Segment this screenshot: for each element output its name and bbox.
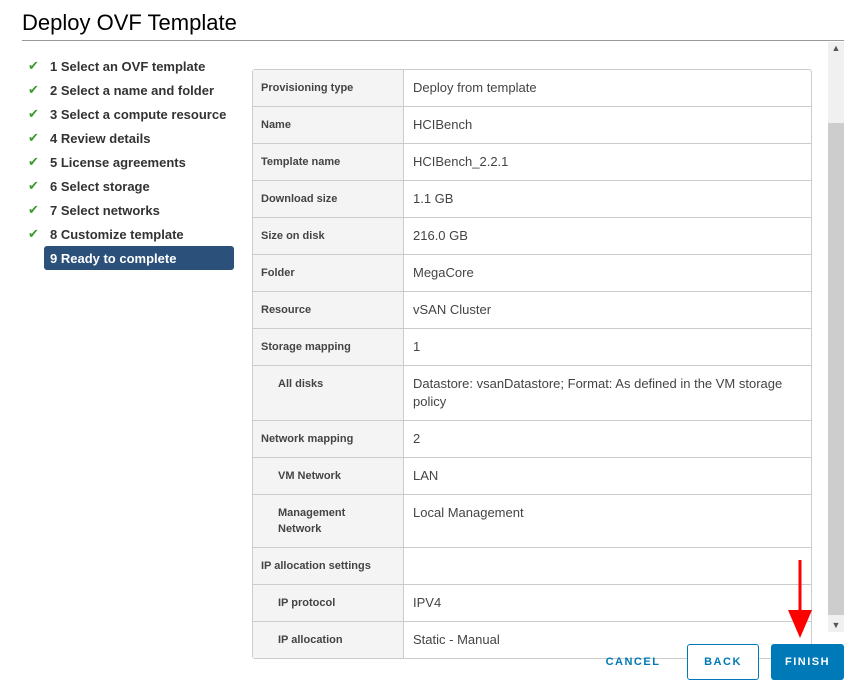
- red-arrow-annotation-icon: [788, 560, 812, 638]
- row-label: Size on disk: [253, 218, 404, 254]
- row-value: 216.0 GB: [413, 228, 468, 243]
- check-icon: ✔: [28, 106, 39, 121]
- row-value: LAN: [413, 468, 439, 483]
- check-icon: ✔: [28, 226, 39, 241]
- step-label: 4 Review details: [50, 130, 151, 146]
- row-label: Folder: [253, 255, 404, 291]
- wizard-step-8[interactable]: ✔ 8 Customize template: [28, 222, 234, 246]
- row-value: 2: [413, 431, 421, 446]
- scrollbar-thumb[interactable]: [828, 123, 844, 615]
- wizard-steps: ✔ 1 Select an OVF template ✔ 2 Select a nam…: [28, 54, 234, 270]
- summary-table: Provisioning type Deploy from template Nam…: [252, 69, 812, 659]
- back-button[interactable]: BACK: [687, 644, 759, 680]
- step-label: 3 Select a compute resource: [50, 106, 227, 122]
- wizard-step-5[interactable]: ✔ 5 License agreements: [28, 150, 234, 174]
- row-label: Provisioning type: [253, 70, 404, 106]
- title-divider: [22, 40, 844, 41]
- row-label: Download size: [253, 181, 404, 217]
- row-label: IP allocation settings: [253, 548, 404, 584]
- row-label: VM Network: [253, 458, 404, 494]
- row-label: Template name: [253, 144, 404, 180]
- check-icon: ✔: [28, 130, 39, 145]
- table-row: Template name HCIBench_2.2.1: [253, 144, 811, 181]
- row-value: HCIBench: [413, 117, 473, 132]
- table-row: IP allocation Static - Manual: [253, 622, 811, 658]
- row-label: Resource: [253, 292, 404, 328]
- table-row: IP protocol IPV4: [253, 585, 811, 622]
- check-icon: ✔: [28, 178, 39, 193]
- step-label: 5 License agreements: [50, 154, 186, 170]
- wizard-step-4[interactable]: ✔ 4 Review details: [28, 126, 234, 150]
- row-value: 1: [413, 339, 421, 354]
- table-row: Download size 1.1 GB: [253, 181, 811, 218]
- row-value: [404, 548, 811, 584]
- wizard-step-2[interactable]: ✔ 2 Select a name and folder: [28, 78, 234, 102]
- step-label: 8 Customize template: [50, 226, 184, 242]
- table-row: VM Network LAN: [253, 458, 811, 495]
- table-row: Resource vSAN Cluster: [253, 292, 811, 329]
- row-label: IP protocol: [253, 585, 404, 621]
- wizard-step-9[interactable]: 9 Ready to complete: [44, 246, 234, 270]
- table-row: Management Network Local Management: [253, 495, 811, 548]
- row-value: Datastore: vsanDatastore; Format: As def…: [413, 376, 783, 409]
- table-row: IP allocation settings: [253, 548, 811, 585]
- wizard-step-1[interactable]: ✔ 1 Select an OVF template: [28, 54, 234, 78]
- row-label: IP allocation: [253, 622, 404, 658]
- table-row: Storage mapping 1: [253, 329, 811, 366]
- check-icon: ✔: [28, 202, 39, 217]
- step-label: 2 Select a name and folder: [50, 82, 215, 98]
- table-row: Size on disk 216.0 GB: [253, 218, 811, 255]
- check-icon: ✔: [28, 58, 39, 73]
- row-value: IPV4: [413, 595, 442, 610]
- wizard-step-6[interactable]: ✔ 6 Select storage: [28, 174, 234, 198]
- row-value: Static - Manual: [413, 632, 500, 647]
- scroll-down-icon[interactable]: ▼: [831, 620, 841, 630]
- table-row: All disks Datastore: vsanDatastore; Forma…: [253, 366, 811, 421]
- row-value: 1.1 GB: [413, 191, 454, 206]
- row-label: All disks: [253, 366, 404, 420]
- step-label: 7 Select networks: [50, 202, 160, 218]
- row-value: Deploy from template: [413, 80, 537, 95]
- table-row: Network mapping 2: [253, 421, 811, 458]
- table-row: Folder MegaCore: [253, 255, 811, 292]
- row-label: Management Network: [253, 495, 404, 547]
- row-label: Storage mapping: [253, 329, 404, 365]
- scroll-up-icon[interactable]: ▲: [831, 43, 841, 53]
- row-value: vSAN Cluster: [413, 302, 492, 317]
- step-label: 1 Select an OVF template: [50, 58, 206, 74]
- row-value: Local Management: [413, 505, 524, 520]
- row-label: Name: [253, 107, 404, 143]
- wizard-step-3[interactable]: ✔ 3 Select a compute resource: [28, 102, 234, 126]
- cancel-button[interactable]: CANCEL: [605, 656, 661, 668]
- row-label: Network mapping: [253, 421, 404, 457]
- row-value: MegaCore: [413, 265, 474, 280]
- check-icon: ✔: [28, 82, 39, 97]
- step-label: 9 Ready to complete: [50, 250, 177, 266]
- scrollbar[interactable]: ▲ ▼: [828, 42, 844, 632]
- table-row: Provisioning type Deploy from template: [253, 70, 811, 107]
- table-row: Name HCIBench: [253, 107, 811, 144]
- step-label: 6 Select storage: [50, 178, 150, 194]
- row-value: HCIBench_2.2.1: [413, 154, 509, 169]
- wizard-step-7[interactable]: ✔ 7 Select networks: [28, 198, 234, 222]
- dialog-title: Deploy OVF Template: [22, 10, 237, 35]
- check-icon: ✔: [28, 154, 39, 169]
- finish-button[interactable]: FINISH: [771, 644, 844, 680]
